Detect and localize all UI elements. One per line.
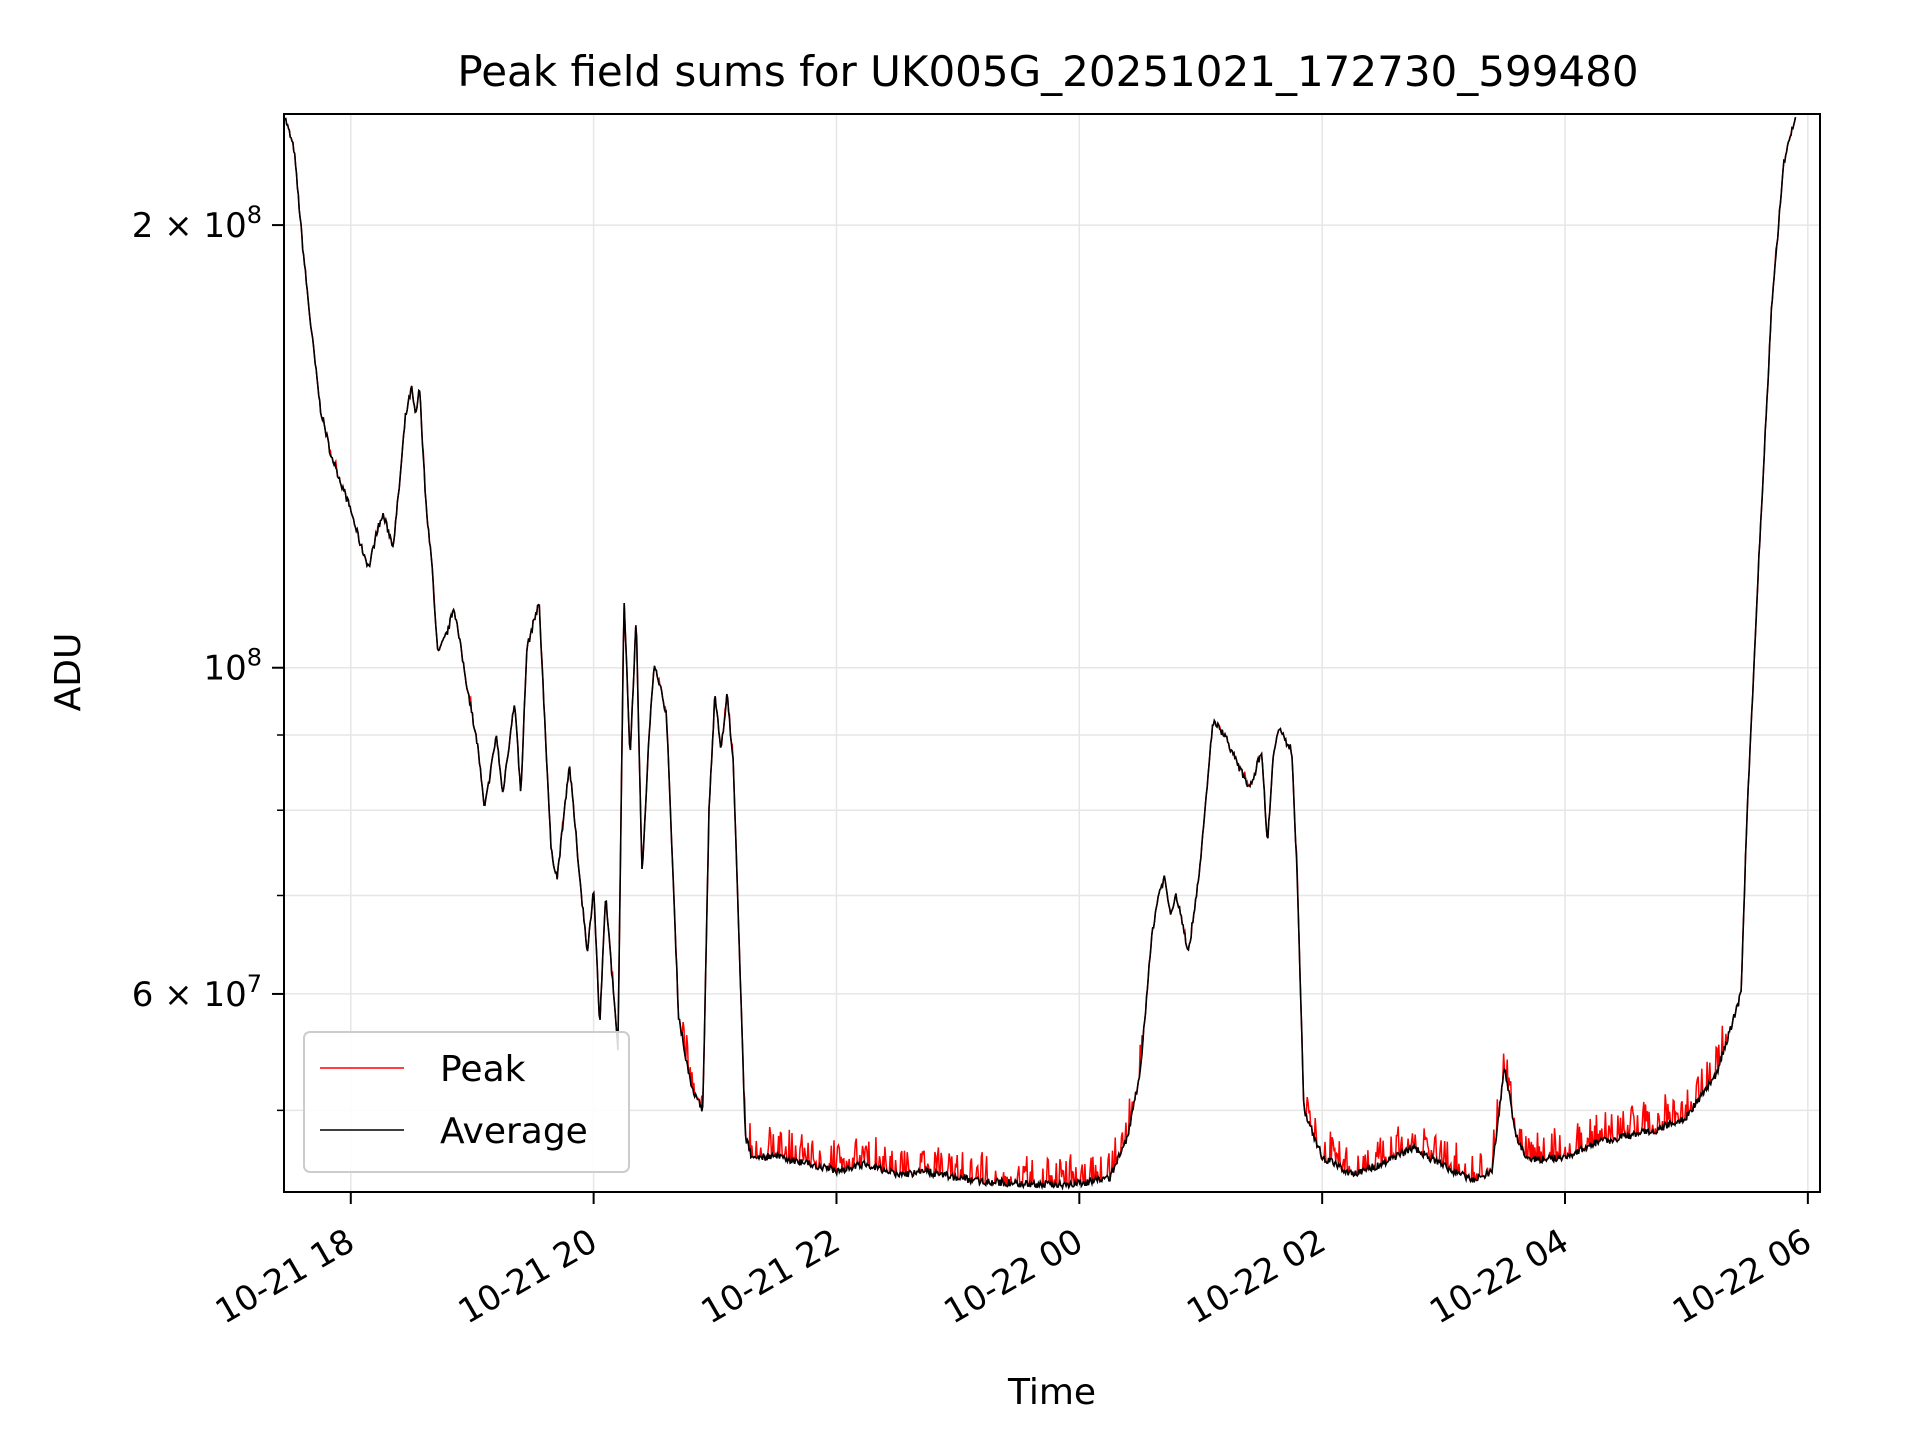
legend-average-label: Average — [440, 1111, 588, 1152]
plot-area — [284, 117, 1797, 1191]
y-axis-label: ADU — [48, 633, 89, 712]
grid — [284, 114, 1820, 1192]
legend-peak-label: Peak — [440, 1049, 526, 1090]
y-axis: 6 × 107 108 2 × 108 — [132, 201, 284, 1112]
legend-box — [303, 1031, 630, 1173]
y-tick-label: 6 × 107 — [132, 970, 262, 1015]
y-tick-label: 108 — [203, 644, 262, 689]
chart-title: Peak field sums for UK005G_20251021_1727… — [457, 47, 1638, 96]
legend: Peak Average — [303, 1031, 630, 1173]
y-tick-label: 2 × 108 — [132, 201, 262, 246]
plot-frame — [283, 113, 1821, 1193]
x-axis-label: Time — [1007, 1372, 1096, 1413]
average-series-line — [284, 117, 1797, 1191]
